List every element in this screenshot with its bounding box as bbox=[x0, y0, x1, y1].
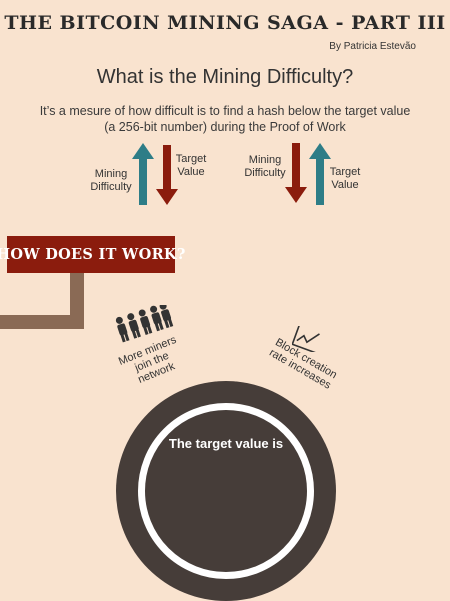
banner-label: HOW DOES IT WORK? bbox=[0, 246, 186, 263]
banner-post bbox=[70, 265, 84, 325]
arrow-up-icon bbox=[309, 143, 331, 205]
how-it-works-banner: HOW DOES IT WORK? bbox=[0, 236, 185, 273]
mining-difficulty-label: Mining Difficulty bbox=[244, 154, 286, 179]
mining-difficulty-label: Mining Difficulty bbox=[90, 168, 132, 193]
arrow-down-icon bbox=[156, 145, 178, 205]
banner-beam bbox=[0, 315, 84, 329]
chart-icon bbox=[292, 326, 320, 352]
target-value-label: Target Value bbox=[175, 153, 207, 178]
definition-line: It’s a mesure of how difficult is to fin… bbox=[39, 104, 411, 118]
section-question: What is the Mining Difficulty? bbox=[96, 66, 354, 88]
arrow-down-icon bbox=[285, 143, 307, 203]
definition-text: It’s a mesure of how difficult is to fin… bbox=[20, 103, 430, 135]
miners-icon bbox=[115, 305, 174, 343]
arrow-up-icon bbox=[132, 143, 154, 205]
author-credit: By Patricia Estevão bbox=[329, 41, 416, 52]
target-circle-ring bbox=[138, 403, 314, 579]
target-value-label: Target Value bbox=[329, 166, 361, 191]
definition-line: (a 256-bit number) during the Proof of W… bbox=[104, 120, 346, 134]
page-title: THE BITCOIN MINING SAGA - PART III bbox=[4, 12, 446, 34]
target-circle-text: The target value is bbox=[168, 436, 284, 451]
